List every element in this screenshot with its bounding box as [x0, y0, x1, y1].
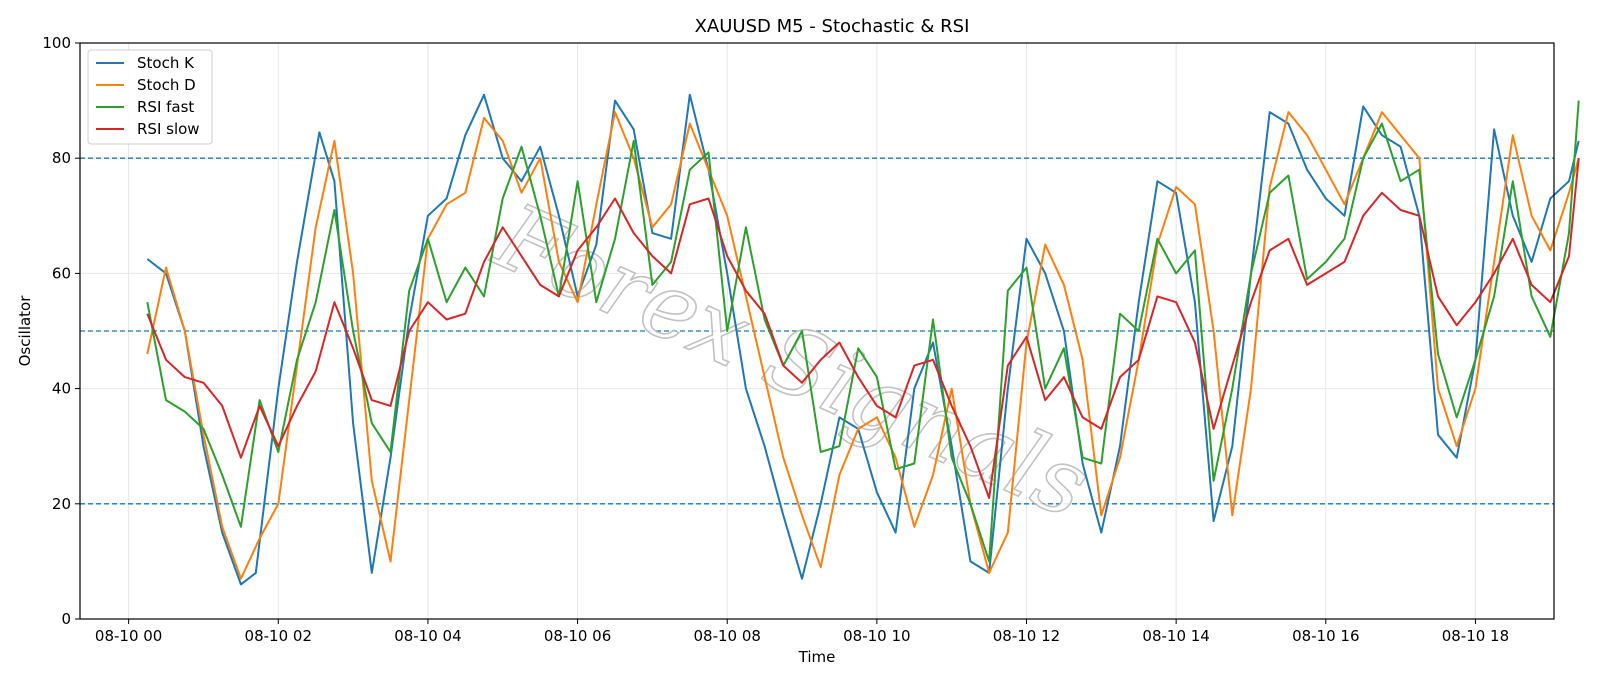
x-tick-label: 08-10 18	[1442, 627, 1509, 645]
legend-label: Stoch K	[137, 54, 195, 72]
plot-frame	[79, 42, 1555, 620]
x-tick-label: 08-10 14	[1142, 627, 1209, 645]
y-tick-label: 0	[61, 610, 71, 628]
chart-title: XAUUSD M5 - Stochastic & RSI	[695, 16, 970, 37]
x-tick-label: 08-10 06	[544, 627, 611, 645]
legend-label: Stoch D	[137, 76, 196, 94]
legend-label: RSI slow	[137, 120, 200, 138]
y-tick-label: 60	[52, 264, 71, 282]
y-tick-label: 20	[52, 495, 71, 513]
series-lines	[146, 93, 1580, 586]
x-tick-label: 08-10 10	[843, 627, 910, 645]
x-axis-label: Time	[798, 648, 836, 666]
legend: Stoch K Stoch D RSI fast RSI slow	[87, 49, 213, 145]
x-tick-label: 08-10 02	[245, 627, 312, 645]
x-tick-label: 08-10 16	[1292, 627, 1359, 645]
y-axis: 0 20 40 60 80 100	[42, 34, 80, 628]
x-tick-label: 08-10 00	[95, 627, 162, 645]
y-tick-label: 40	[52, 380, 71, 398]
series-line-rsi-fast	[146, 100, 1580, 563]
series-line-rsi-slow	[146, 158, 1580, 499]
x-tick-label: 08-10 12	[993, 627, 1060, 645]
legend-box	[87, 49, 213, 145]
legend-label: RSI fast	[137, 98, 194, 116]
x-tick-label: 08-10 04	[394, 627, 461, 645]
y-tick-label: 100	[42, 34, 71, 52]
y-tick-label: 80	[52, 149, 71, 167]
x-axis: 08-10 00 08-10 02 08-10 04 08-10 06 08-10 08…	[95, 619, 1509, 645]
reference-lines	[80, 157, 1554, 505]
series-line-stoch-d	[146, 111, 1580, 580]
x-tick-label: 08-10 08	[693, 627, 760, 645]
y-axis-label: Oscillator	[16, 295, 34, 367]
